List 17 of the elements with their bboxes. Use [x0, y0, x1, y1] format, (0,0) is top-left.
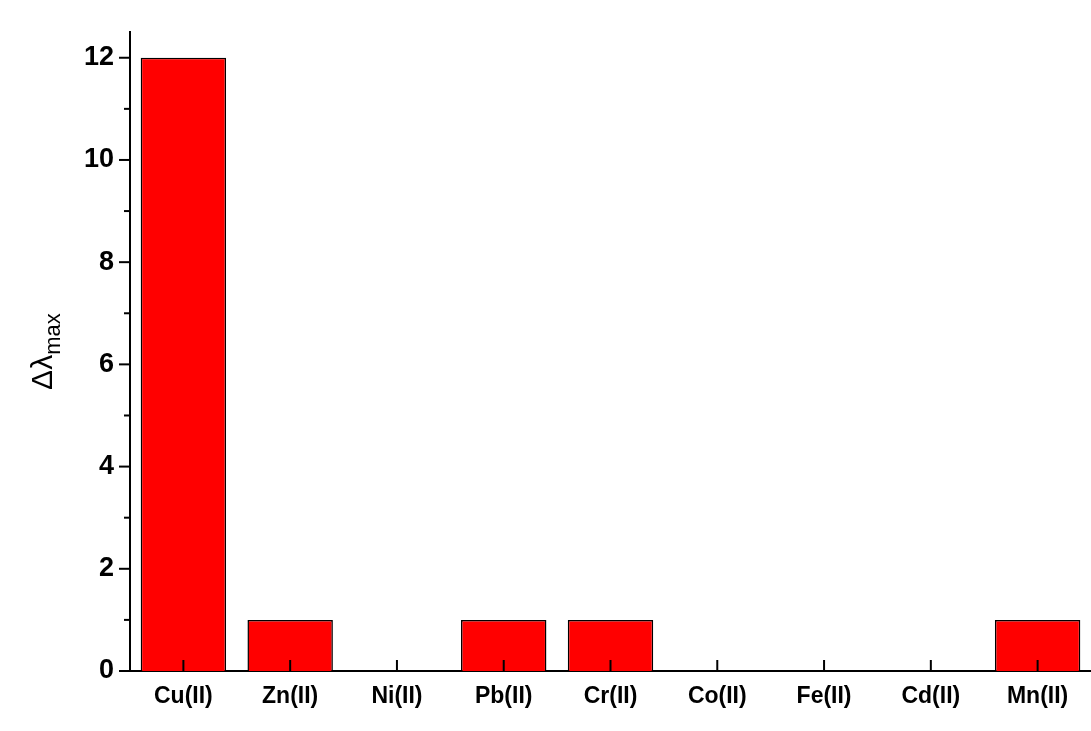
x-tick-label: Fe(II): [796, 682, 852, 709]
x-tick-label: Cd(II): [901, 682, 961, 709]
x-tick-label: Mn(II): [1006, 682, 1069, 709]
x-tick-label: Co(II): [687, 682, 747, 709]
y-tick-label: 2: [98, 552, 114, 583]
x-tick-label: Ni(II): [371, 682, 423, 709]
x-tick-label: Cr(II): [583, 682, 638, 709]
y-tick-label: 0: [98, 654, 114, 685]
x-tick-label: Pb(II): [474, 682, 533, 709]
y-tick-label: 10: [83, 143, 114, 174]
y-tick-label: 4: [98, 450, 114, 481]
x-tick-label: Zn(II): [262, 682, 319, 709]
y-tick-label: 6: [98, 347, 114, 378]
y-tick-label: 12: [83, 41, 114, 72]
y-axis-title: Δλmax: [25, 313, 65, 390]
y-tick-label: 8: [98, 245, 114, 276]
x-tick-label: Cu(II): [154, 682, 213, 709]
